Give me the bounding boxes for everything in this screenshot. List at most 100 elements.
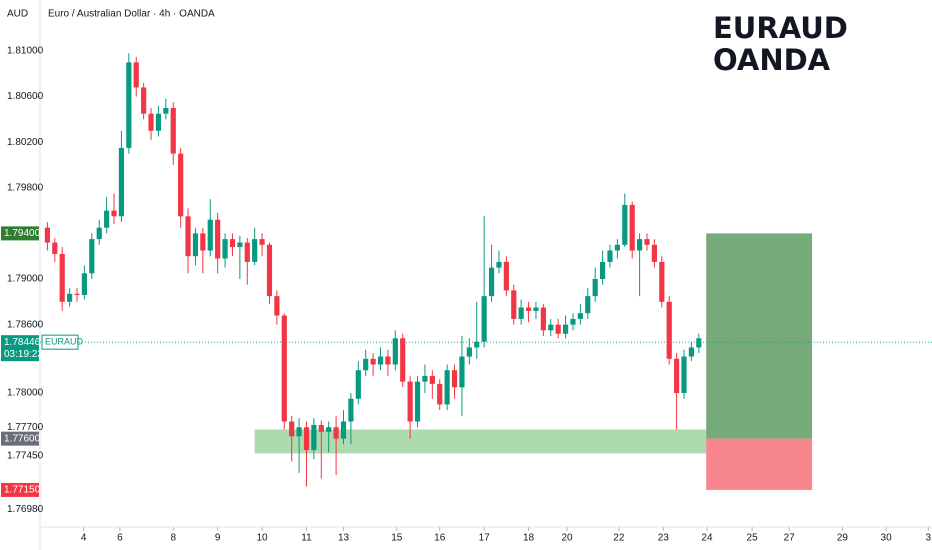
candle-body: [644, 239, 650, 245]
last-price-bg: [1, 335, 39, 362]
y-tick-label: 1.80200: [7, 137, 44, 148]
x-tick-label: 15: [391, 533, 403, 544]
candle-body: [651, 244, 657, 262]
candle-body: [637, 239, 643, 251]
candle-body: [126, 62, 132, 148]
x-tick-label: 9: [215, 533, 221, 544]
candle-body: [296, 427, 302, 437]
candle-body: [607, 250, 613, 262]
candle-body: [348, 398, 354, 422]
candle-body: [688, 347, 695, 357]
candle-body: [311, 424, 317, 451]
candle-body: [377, 356, 384, 365]
candle-body: [340, 421, 347, 439]
candle-body: [422, 375, 428, 382]
candle-body: [111, 210, 117, 217]
candle-body: [289, 421, 295, 437]
candle-body: [252, 239, 258, 262]
candle-body: [355, 370, 361, 399]
candle-body: [451, 370, 458, 388]
candle-body: [488, 267, 495, 297]
candle-body: [555, 324, 561, 334]
candle-body: [414, 381, 421, 422]
symbol-tag: EURAUD: [45, 337, 84, 347]
candle-body: [444, 370, 450, 405]
candle-body: [400, 338, 406, 382]
x-tick-label: 22: [613, 533, 625, 544]
candle-body: [215, 219, 221, 259]
candle-body: [562, 324, 569, 334]
target-label: 1.79400: [4, 228, 41, 239]
target-area: [706, 233, 813, 439]
candle-body: [178, 153, 184, 217]
candle-body: [229, 239, 236, 248]
candle-body: [141, 87, 147, 114]
x-tick-label: 3: [926, 533, 932, 544]
candle-body: [496, 261, 502, 268]
candle-body: [266, 244, 273, 297]
candle-body: [474, 341, 480, 348]
candle-body: [59, 253, 65, 302]
candle-body: [503, 261, 509, 291]
y-tick-label: 1.79800: [7, 182, 44, 193]
x-tick-label: 10: [257, 533, 269, 544]
x-tick-label: 11: [301, 533, 312, 544]
countdown: 03:19:23: [4, 349, 43, 360]
candle-body: [511, 290, 517, 319]
entry-label: 1.77600: [4, 433, 41, 444]
x-tick-label: 8: [170, 533, 176, 544]
candle-body: [185, 216, 191, 257]
candle-body: [370, 358, 376, 365]
x-tick-label: 30: [881, 533, 893, 544]
candle-body: [392, 338, 398, 365]
candle-body: [237, 242, 243, 248]
y-tick-label: 1.81000: [7, 46, 44, 57]
candle-body: [437, 383, 443, 405]
stop-label: 1.77150: [4, 485, 41, 496]
y-tick-label: 1.78600: [7, 319, 44, 330]
target-label-bg: [1, 226, 39, 241]
x-tick-label: 29: [837, 533, 849, 544]
candle-body: [44, 227, 50, 243]
x-tick-label: 25: [747, 533, 759, 544]
candle-body: [118, 147, 125, 217]
support-zone: [254, 429, 707, 454]
y-tick-label: 1.79000: [7, 274, 44, 285]
candle-body: [466, 347, 472, 357]
candle-body: [74, 293, 80, 295]
candle-body: [244, 242, 250, 262]
candle-body: [674, 358, 680, 394]
candle-body: [192, 233, 199, 257]
candle-body: [518, 307, 524, 319]
candle-body: [407, 381, 413, 422]
y-tick-label: 1.78000: [7, 388, 44, 399]
candle-body: [385, 356, 391, 365]
candle-body: [281, 315, 287, 422]
candle-body: [592, 279, 598, 297]
candle-body: [133, 62, 139, 88]
candle-body: [681, 356, 687, 394]
candle-body: [629, 204, 635, 251]
candle-body: [622, 204, 628, 245]
x-tick-label: 20: [561, 533, 573, 544]
candle-body: [303, 427, 310, 451]
candle-body: [155, 113, 162, 131]
candle-body: [259, 239, 265, 245]
y-tick-label: 1.80600: [7, 91, 44, 102]
x-tick-label: 17: [479, 533, 491, 544]
annotation: EURAUD: [713, 11, 848, 45]
candle-body: [666, 301, 672, 359]
candle-body: [81, 273, 88, 295]
chart-title: Euro / Australian Dollar · 4h · OANDA: [48, 9, 215, 20]
candle-body: [333, 427, 339, 439]
x-tick-label: 6: [117, 533, 123, 544]
y-tick-label: 1.77700: [7, 422, 44, 433]
candle-body: [163, 107, 169, 114]
candle-body: [481, 296, 487, 342]
stop-area: [706, 438, 813, 490]
entry-label-bg: [1, 431, 39, 446]
x-tick-label: 13: [338, 533, 350, 544]
candle-body: [429, 375, 435, 384]
candle-body: [67, 293, 73, 302]
